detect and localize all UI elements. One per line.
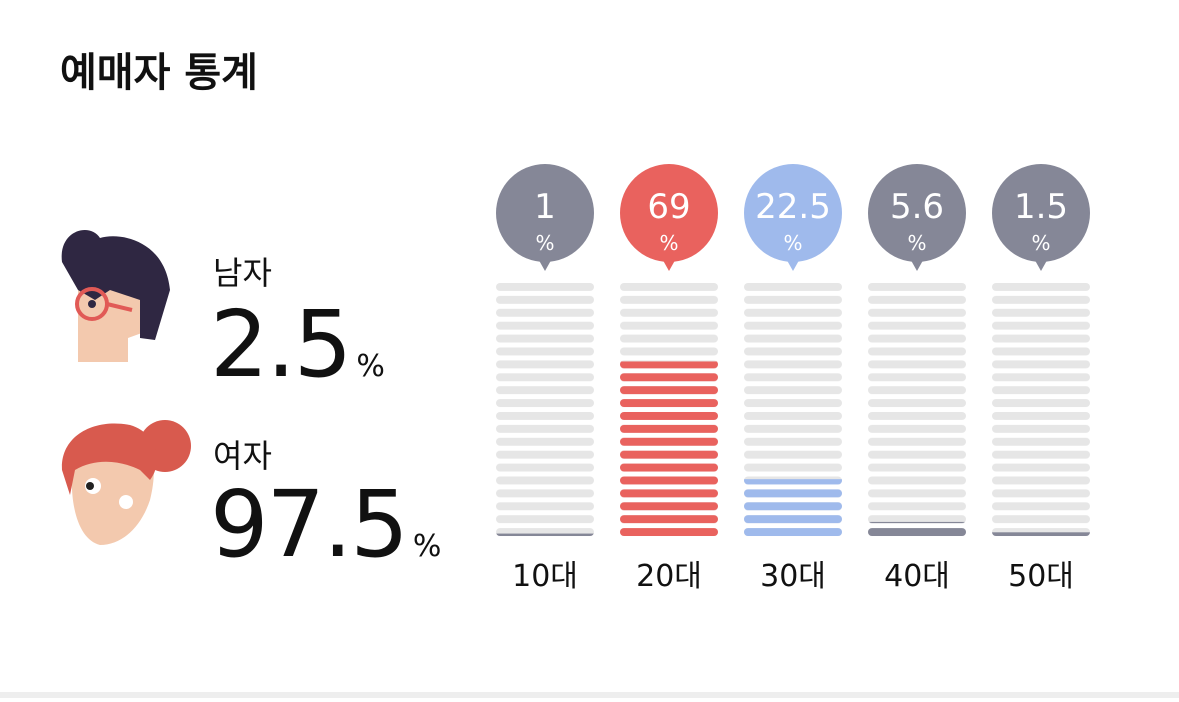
value-unit: % <box>535 231 554 255</box>
value-unit: % <box>1031 231 1050 255</box>
title: 예매자 통계 <box>60 50 258 96</box>
gender-unit: % <box>413 529 442 564</box>
bar-track <box>496 283 594 537</box>
gender-value: 97.5 <box>210 471 407 578</box>
bar-fill <box>992 532 1090 537</box>
female-icon <box>61 420 191 545</box>
bar-track <box>992 283 1090 537</box>
gender-label: 여자 <box>213 437 272 475</box>
category-label: 20대 <box>636 559 702 594</box>
value-bubble <box>496 164 594 262</box>
male-icon <box>61 230 170 362</box>
bar-fill <box>496 533 594 537</box>
value-label: 5.6 <box>890 187 944 227</box>
category-label: 40대 <box>884 559 950 594</box>
bar-track <box>868 283 966 537</box>
gender-label: 남자 <box>213 254 272 292</box>
value-unit: % <box>783 231 802 255</box>
bar-fill <box>744 479 842 537</box>
value-label: 69 <box>647 187 690 227</box>
category-label: 30대 <box>760 559 826 594</box>
value-unit: % <box>659 231 678 255</box>
value-bubble <box>868 164 966 262</box>
value-label: 1 <box>534 187 556 227</box>
category-label: 10대 <box>512 559 578 594</box>
value-label: 1.5 <box>1014 187 1068 227</box>
gender-value: 2.5 <box>210 291 350 398</box>
bar-fill <box>868 521 966 537</box>
value-label: 22.5 <box>755 187 831 227</box>
category-label: 50대 <box>1008 559 1074 594</box>
gender-unit: % <box>356 349 385 384</box>
bar-fill <box>620 361 718 537</box>
value-unit: % <box>907 231 926 255</box>
value-bubble <box>620 164 718 262</box>
value-bubble <box>744 164 842 262</box>
value-bubble <box>992 164 1090 262</box>
